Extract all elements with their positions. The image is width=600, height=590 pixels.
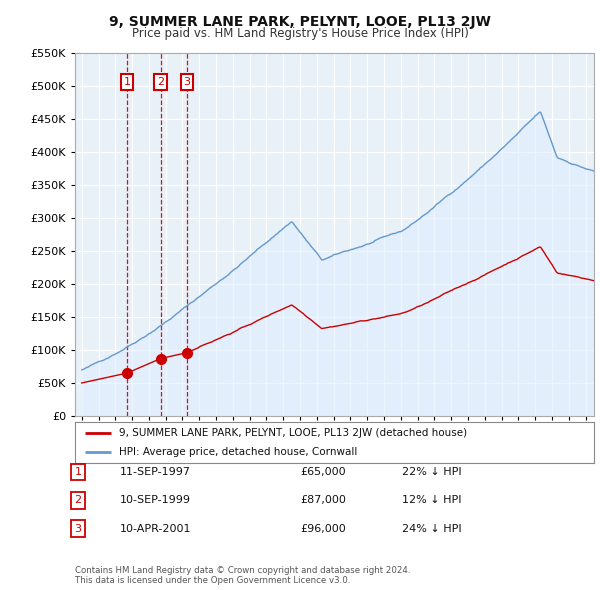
- Text: £96,000: £96,000: [300, 524, 346, 533]
- Text: Price paid vs. HM Land Registry's House Price Index (HPI): Price paid vs. HM Land Registry's House …: [131, 27, 469, 40]
- Text: 3: 3: [74, 524, 82, 533]
- Text: 3: 3: [184, 77, 191, 87]
- Text: 24% ↓ HPI: 24% ↓ HPI: [402, 524, 461, 533]
- Text: Contains HM Land Registry data © Crown copyright and database right 2024.
This d: Contains HM Land Registry data © Crown c…: [75, 566, 410, 585]
- Text: 10-SEP-1999: 10-SEP-1999: [120, 496, 191, 505]
- Text: HPI: Average price, detached house, Cornwall: HPI: Average price, detached house, Corn…: [119, 447, 358, 457]
- Text: 12% ↓ HPI: 12% ↓ HPI: [402, 496, 461, 505]
- Text: £65,000: £65,000: [300, 467, 346, 477]
- Text: 2: 2: [74, 496, 82, 505]
- Text: 1: 1: [74, 467, 82, 477]
- Text: 9, SUMMER LANE PARK, PELYNT, LOOE, PL13 2JW: 9, SUMMER LANE PARK, PELYNT, LOOE, PL13 …: [109, 15, 491, 29]
- Text: 1: 1: [124, 77, 131, 87]
- Text: 10-APR-2001: 10-APR-2001: [120, 524, 191, 533]
- Text: 22% ↓ HPI: 22% ↓ HPI: [402, 467, 461, 477]
- Text: £87,000: £87,000: [300, 496, 346, 505]
- Text: 2: 2: [157, 77, 164, 87]
- Text: 11-SEP-1997: 11-SEP-1997: [120, 467, 191, 477]
- Text: 9, SUMMER LANE PARK, PELYNT, LOOE, PL13 2JW (detached house): 9, SUMMER LANE PARK, PELYNT, LOOE, PL13 …: [119, 428, 467, 438]
